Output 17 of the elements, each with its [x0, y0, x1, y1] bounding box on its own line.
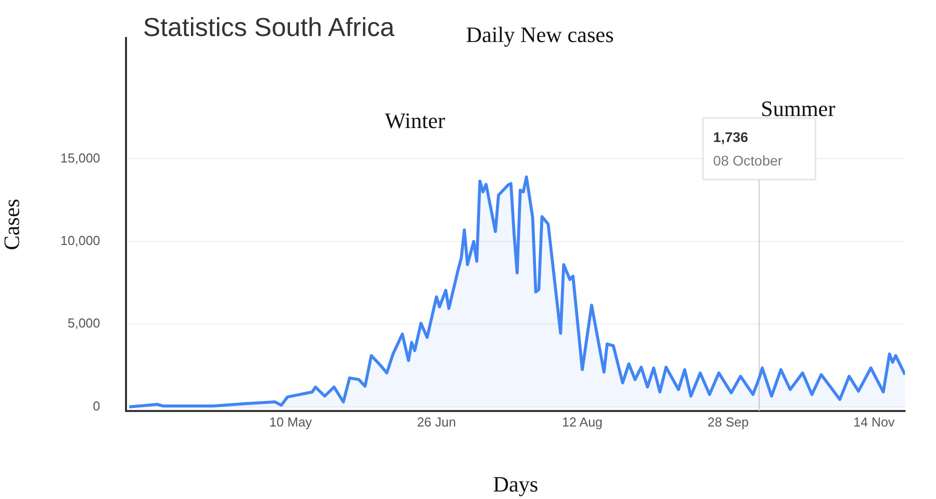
chart-subtitle: Daily New cases [466, 22, 614, 48]
x-tick-label: 14 Nov [853, 414, 896, 430]
x-tick-label: 28 Sep [708, 414, 749, 430]
y-tick-label: 10,000 [60, 233, 100, 248]
x-tick-label: 12 Aug [562, 414, 603, 430]
x-axis-title: Days [492, 472, 538, 497]
x-tick-label: 26 Jun [416, 414, 456, 430]
annotation: Winter [384, 108, 446, 133]
annotation: 1,736 [713, 129, 748, 146]
y-tick-label: 5,000 [68, 316, 100, 331]
y-tick-label: 0 [92, 398, 100, 414]
annotation: 08 October [713, 152, 783, 168]
chart-title: Statistics South Africa [143, 12, 394, 43]
y-tick-label: 15,000 [60, 150, 100, 166]
annotation: Summer [760, 96, 836, 121]
x-tick-label: 10 May [269, 414, 312, 430]
y-axis-title: Cases [0, 198, 24, 250]
